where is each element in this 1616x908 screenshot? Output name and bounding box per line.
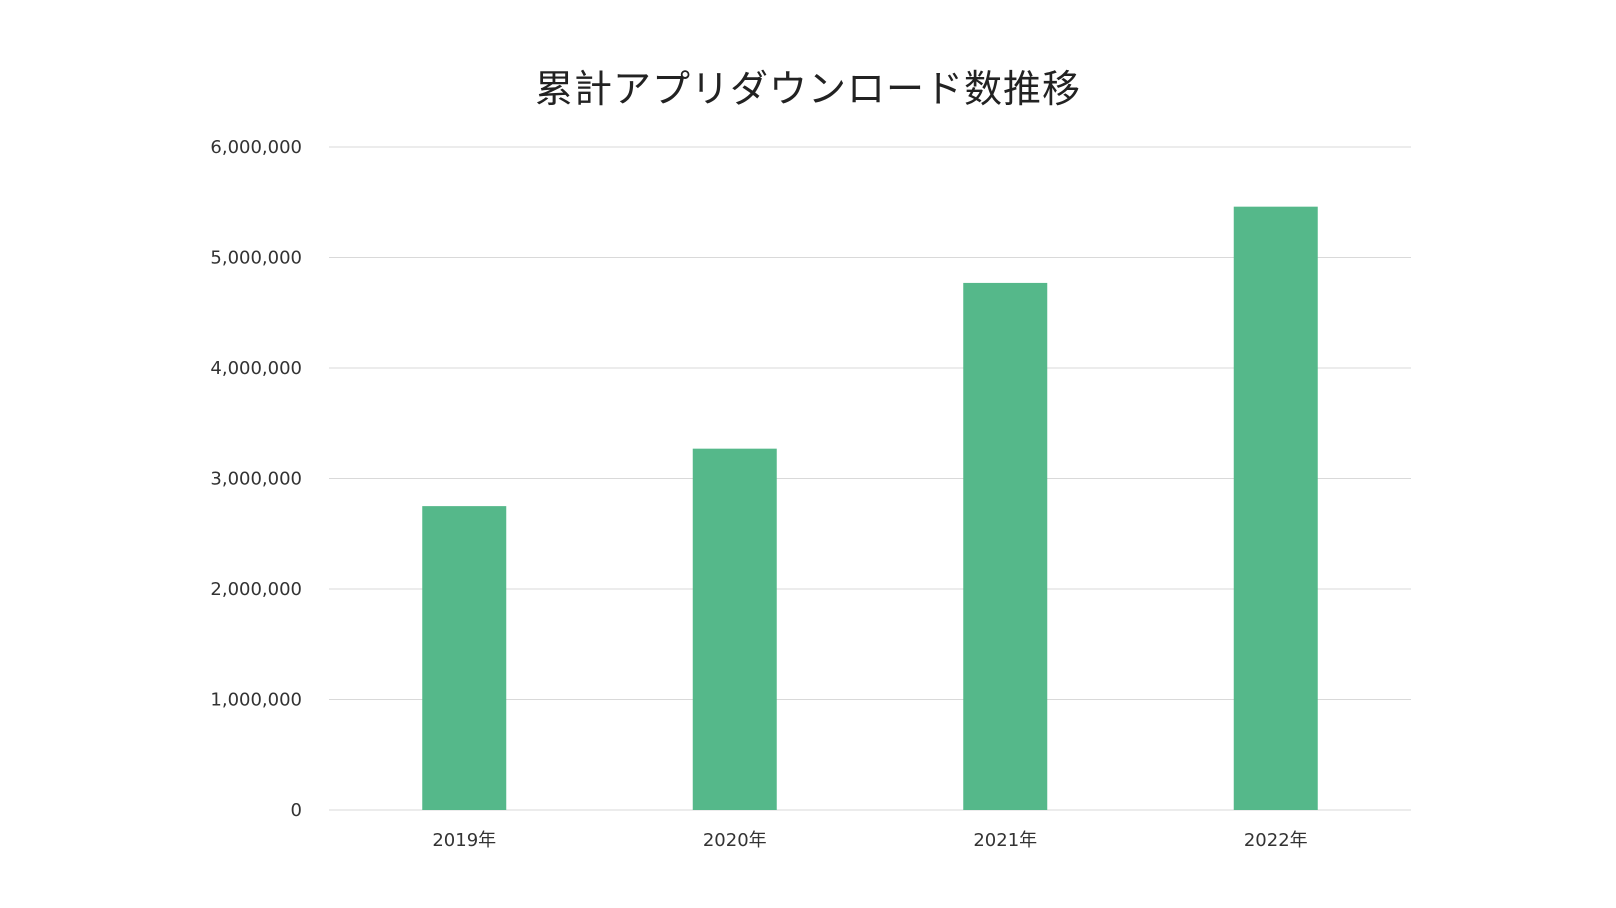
y-tick-label: 2,000,000 bbox=[210, 579, 302, 600]
y-tick-label: 0 bbox=[291, 800, 302, 821]
bar-2022年 bbox=[1233, 206, 1318, 811]
y-tick-label: 6,000,000 bbox=[210, 137, 302, 158]
gridlines bbox=[329, 146, 1411, 811]
x-axis-tick-labels: 2019年 2020年 2021年 2022年 bbox=[432, 830, 1307, 851]
bar-2020年 bbox=[692, 448, 777, 810]
x-tick-label: 2021年 bbox=[973, 830, 1037, 851]
chart-title: 累計アプリダウンロード数推移 bbox=[534, 67, 1081, 111]
bar-2021年 bbox=[963, 282, 1048, 810]
bar-2019年 bbox=[422, 506, 507, 810]
y-tick-label: 5,000,000 bbox=[210, 248, 302, 269]
x-tick-label: 2022年 bbox=[1244, 830, 1308, 851]
x-tick-label: 2019年 bbox=[432, 830, 496, 851]
y-axis-tick-labels: 0 1,000,000 2,000,000 3,000,000 4,000,000 5,0… bbox=[210, 137, 302, 821]
x-tick-label: 2020年 bbox=[703, 830, 767, 851]
bars bbox=[422, 206, 1318, 811]
y-tick-label: 1,000,000 bbox=[210, 690, 302, 711]
y-tick-label: 3,000,000 bbox=[210, 469, 302, 490]
y-tick-label: 4,000,000 bbox=[210, 358, 302, 379]
